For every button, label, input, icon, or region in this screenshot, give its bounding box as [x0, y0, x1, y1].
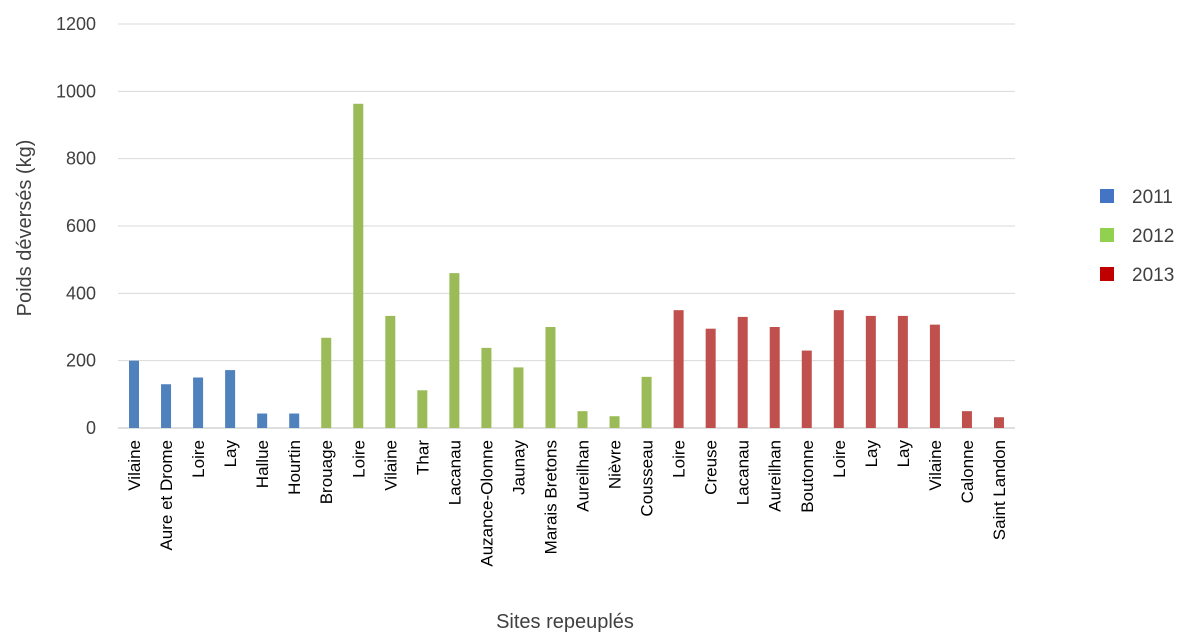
bar [993, 417, 1004, 428]
legend-label: 2012 [1132, 226, 1174, 247]
x-category-label: Lay [862, 440, 881, 468]
x-category-label: Hourtin [285, 440, 304, 495]
bar [289, 413, 300, 428]
x-category-label: Hallue [253, 440, 272, 488]
y-tick-label: 800 [66, 149, 96, 169]
bar [865, 315, 876, 428]
y-tick-label: 400 [66, 283, 96, 303]
bar [449, 273, 460, 428]
x-category-label: Saint Landon [990, 440, 1009, 540]
bar [385, 315, 396, 428]
x-axis-title: Sites repeuplés [496, 611, 634, 633]
bar [609, 416, 620, 428]
bar [737, 316, 748, 428]
bar [769, 327, 780, 428]
x-category-label: Nièvre [606, 440, 625, 489]
x-category-label: Marais Bretons [541, 440, 560, 554]
x-category-label: Loire [189, 440, 208, 478]
x-category-label: Loire [670, 440, 689, 478]
gridlines [118, 23, 1015, 429]
x-category-label: Vilaine [381, 440, 400, 491]
x-category-label: Auzance-Olonne [477, 440, 496, 567]
bar [161, 384, 172, 428]
legend: 2011 2012 2013 [1100, 187, 1174, 286]
x-category-label: Lacanau [734, 440, 753, 505]
x-category-label: Vilaine [125, 440, 144, 491]
bar [193, 377, 204, 428]
x-category-label: Loire [349, 440, 368, 478]
y-tick-label: 200 [66, 351, 96, 371]
bar [673, 310, 684, 428]
bar [225, 370, 236, 428]
bar [897, 315, 908, 428]
bar [705, 328, 716, 428]
y-tick-label: 0 [86, 418, 96, 438]
x-category-label: Vilaine [926, 440, 945, 491]
bar [833, 310, 844, 428]
y-axis-title: Poids déversés (kg) [14, 140, 36, 317]
x-category-label: Lacanau [445, 440, 464, 505]
x-category-label: Lay [221, 440, 240, 468]
y-tick-label: 1000 [56, 81, 96, 101]
bar [929, 324, 940, 428]
legend-swatch [1100, 189, 1114, 203]
x-axis-category-labels: Vilaine Aure et Drome Loire Lay Hallue Hourti… [125, 440, 1009, 567]
legend-swatch [1100, 228, 1114, 242]
x-category-label: Creuse [702, 440, 721, 495]
x-category-label: Aureilhan [766, 440, 785, 512]
bar [353, 103, 364, 428]
bar [961, 411, 972, 428]
bar [417, 390, 428, 428]
y-tick-label: 1200 [56, 14, 96, 34]
x-category-label: Calonne [958, 440, 977, 503]
legend-swatch [1100, 267, 1114, 281]
y-tick-label: 600 [66, 216, 96, 236]
bar [129, 360, 140, 428]
y-axis-ticks: 0 200 400 600 800 1000 1200 [56, 14, 96, 438]
x-category-label: Loire [830, 440, 849, 478]
x-category-label: Aureilhan [574, 440, 593, 512]
x-category-label: Lay [894, 440, 913, 468]
x-category-label: Cousseau [638, 440, 657, 517]
legend-label: 2013 [1132, 265, 1174, 286]
bars [129, 103, 1004, 428]
x-category-label: Thar [413, 440, 432, 475]
legend-label: 2011 [1132, 187, 1173, 208]
x-category-label: Brouage [317, 440, 336, 504]
bar [641, 376, 652, 428]
bar [321, 337, 332, 428]
x-category-label: Aure et Drome [157, 440, 176, 551]
bar [481, 347, 492, 428]
bar [577, 411, 588, 428]
bar [257, 413, 268, 428]
bar [801, 350, 812, 428]
x-category-label: Jaunay [509, 440, 528, 495]
bar [513, 367, 524, 428]
bar [545, 327, 556, 428]
x-category-label: Boutonne [798, 440, 817, 513]
